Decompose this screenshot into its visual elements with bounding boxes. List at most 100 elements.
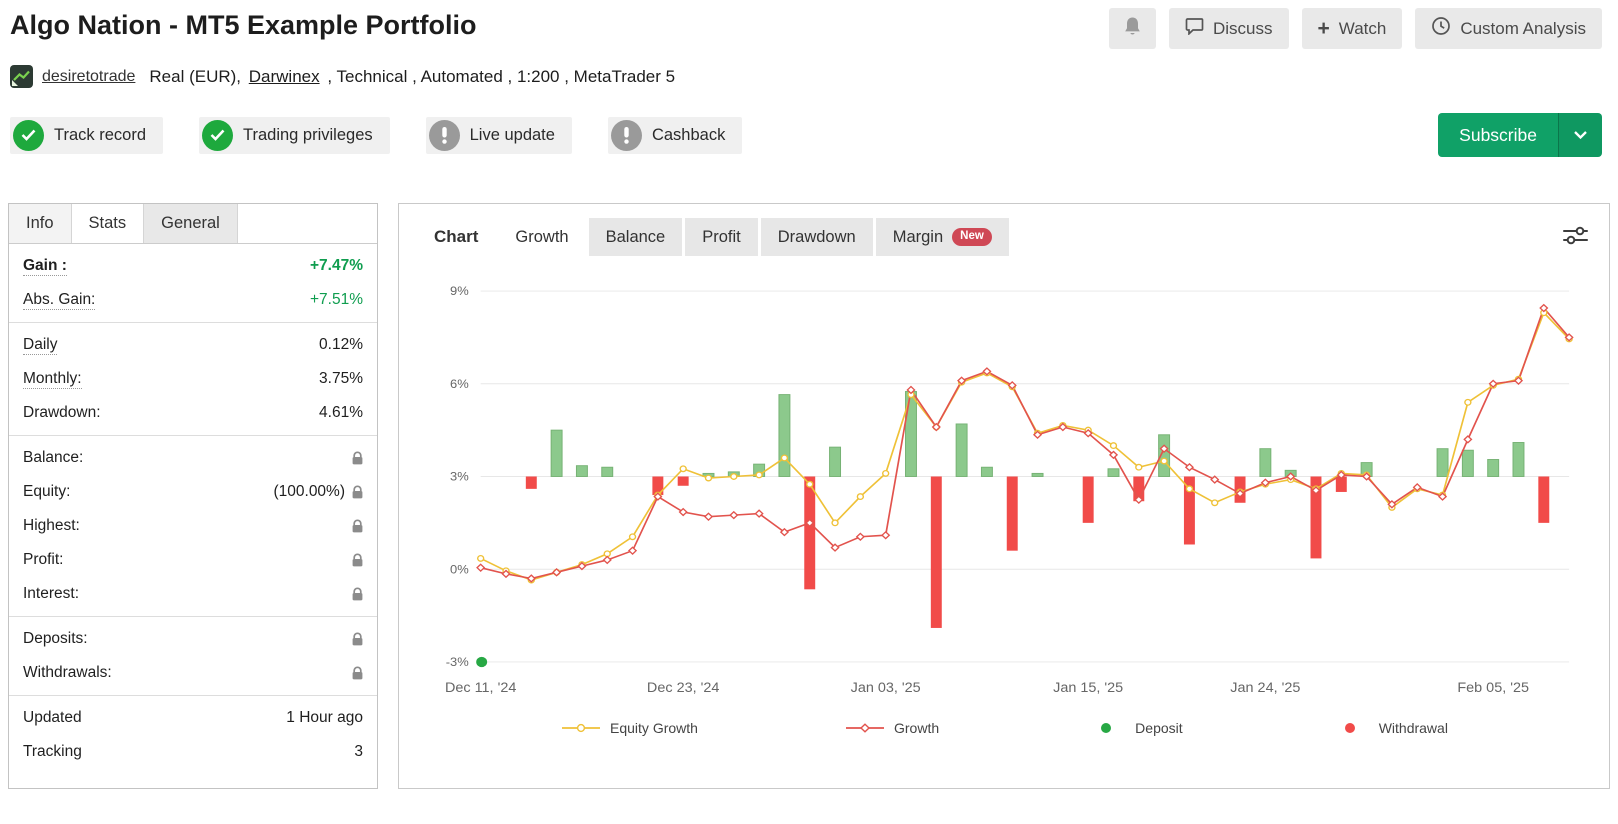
check-circle-icon [202, 119, 233, 151]
badge-live-update[interactable]: Live update [425, 116, 572, 154]
legend-label: Growth [894, 720, 940, 736]
svg-text:Jan 03, '25: Jan 03, '25 [851, 679, 921, 694]
svg-text:6%: 6% [450, 377, 469, 391]
svg-text:Jan 24, '25: Jan 24, '25 [1230, 679, 1300, 694]
tab-info[interactable]: Info [9, 204, 72, 243]
badge-cashback[interactable]: Cashback [607, 116, 743, 154]
stat-value [352, 553, 363, 567]
tab-drawdown[interactable]: Drawdown [760, 218, 873, 256]
tab-profit[interactable]: Profit [685, 218, 758, 256]
stat-label: Drawdown: [23, 404, 101, 421]
stat-row-drawdown: Drawdown: 4.61% [9, 396, 377, 430]
plus-icon: + [1317, 17, 1330, 40]
stat-label: Gain : [23, 257, 67, 276]
legend-item-deposit[interactable]: Deposit [1085, 720, 1183, 736]
tab-stats[interactable]: Stats [71, 204, 145, 243]
stats-panel: Info Stats General Gain : +7.47% Abs. Gain… [8, 203, 378, 789]
stat-row-deposits: Deposits: [9, 622, 377, 656]
tab-growth[interactable]: Growth [498, 218, 586, 256]
stats-list: Gain : +7.47% Abs. Gain: +7.51% Daily 0.12% Mo… [9, 244, 377, 774]
legend-item-equity-growth[interactable]: Equity Growth [560, 720, 698, 736]
subscribe-button[interactable]: Subscribe [1438, 113, 1602, 157]
stat-label: Monthly: [23, 370, 82, 389]
stat-label: Highest: [23, 517, 80, 534]
stat-label: Deposits: [23, 630, 88, 647]
stats-group: Updated 1 Hour ago Tracking 3 [9, 696, 377, 774]
stat-value [352, 451, 363, 465]
svg-text:Dec 23, '24: Dec 23, '24 [647, 679, 720, 694]
watch-button[interactable]: + Watch [1301, 8, 1403, 49]
header-actions: Discuss + Watch Custom Analysis [1109, 8, 1602, 49]
stat-row-daily: Daily 0.12% [9, 328, 377, 362]
badge-label: Trading privileges [243, 125, 373, 144]
stat-row-updated: Updated 1 Hour ago [9, 701, 377, 735]
legend-item-growth[interactable]: Growth [844, 720, 939, 736]
stat-value: 1 Hour ago [286, 709, 363, 726]
stat-row-profit: Profit: [9, 543, 377, 577]
stat-label: Updated [23, 709, 82, 726]
badge-trading-privileges[interactable]: Trading privileges [199, 116, 390, 154]
stat-value [352, 666, 363, 680]
lock-icon [352, 632, 363, 646]
stat-row-gain: Gain : +7.47% [9, 249, 377, 283]
page-title: Algo Nation - MT5 Example Portfolio [10, 10, 477, 40]
main-content: Info Stats General Gain : +7.47% Abs. Gain… [0, 157, 1618, 789]
tab-margin-label: Margin [892, 227, 944, 246]
chart-panel-tabs: Chart Growth Balance Profit Drawdown Mar… [417, 218, 1591, 256]
svg-text:Feb 05, '25: Feb 05, '25 [1457, 679, 1529, 694]
stats-group: Balance: Equity: (100.00%) Highest: Profit: I… [9, 436, 377, 617]
exclamation-circle-icon [428, 119, 460, 151]
legend-label: Equity Growth [610, 720, 698, 736]
stat-value [352, 519, 363, 533]
lock-icon [352, 587, 363, 601]
stats-panel-tabs: Info Stats General [9, 204, 377, 244]
lock-icon [352, 666, 363, 680]
legend-item-withdrawal[interactable]: Withdrawal [1329, 720, 1448, 736]
svg-text:0%: 0% [450, 563, 469, 577]
legend-label: Deposit [1135, 720, 1183, 736]
check-circle-icon [13, 119, 44, 151]
stat-row-tracking: Tracking 3 [9, 735, 377, 769]
account-type: Real (EUR), [149, 66, 242, 86]
account-avatar[interactable] [10, 65, 33, 88]
stats-group: Deposits: Withdrawals: [9, 617, 377, 696]
discuss-button[interactable]: Discuss [1169, 8, 1289, 49]
tab-margin[interactable]: Margin New [875, 218, 1009, 256]
new-badge: New [952, 227, 992, 247]
broker-link[interactable]: Darwinex [248, 66, 320, 86]
lock-icon [352, 519, 363, 533]
tab-balance[interactable]: Balance [588, 218, 683, 256]
stat-label: Interest: [23, 585, 79, 602]
stat-value [352, 632, 363, 646]
svg-text:Dec 11, '24: Dec 11, '24 [445, 679, 517, 694]
badges-row: Track record Trading privileges Live upd… [0, 88, 1618, 157]
svg-text:3%: 3% [450, 470, 469, 484]
stat-label: Tracking [23, 743, 82, 760]
chevron-down-icon[interactable] [1558, 113, 1602, 157]
stat-value: +7.47% [309, 257, 363, 274]
subscribe-label: Subscribe [1459, 124, 1537, 145]
custom-analysis-button[interactable]: Custom Analysis [1415, 8, 1602, 49]
dot-icon [1344, 723, 1355, 733]
tab-general[interactable]: General [144, 204, 238, 243]
stat-row-balance: Balance: [9, 441, 377, 475]
chart-legend: Equity Growth Growth Deposit Withdrawal [417, 716, 1591, 736]
account-meta: Real (EUR), Darwinex , Technical , Autom… [149, 67, 675, 87]
account-name-link[interactable]: desiretotrade [42, 67, 136, 85]
exclamation-circle-icon [610, 119, 642, 151]
dot-icon [1101, 723, 1112, 733]
svg-text:-3%: -3% [446, 656, 469, 670]
notifications-button[interactable] [1109, 8, 1156, 49]
stat-row-highest: Highest: [9, 509, 377, 543]
badge-label: Cashback [651, 125, 726, 144]
stat-row-abs-gain: Abs. Gain: +7.51% [9, 283, 377, 317]
stat-label: Equity: [23, 483, 71, 500]
growth-chart[interactable]: 9% 6% 3% 0% -3% Dec 11, '24 Dec 23, '24 Jan 03,… [417, 278, 1591, 716]
badge-label: Live update [469, 125, 555, 144]
badge-track-record[interactable]: Track record [10, 116, 163, 154]
speech-bubble-icon [1185, 17, 1204, 40]
chart-options-icon[interactable] [1562, 224, 1589, 252]
account-details: , Technical , Automated , 1:200 , MetaTr… [327, 66, 676, 86]
watch-label: Watch [1338, 18, 1387, 38]
stats-group: Gain : +7.47% Abs. Gain: +7.51% [9, 244, 377, 323]
